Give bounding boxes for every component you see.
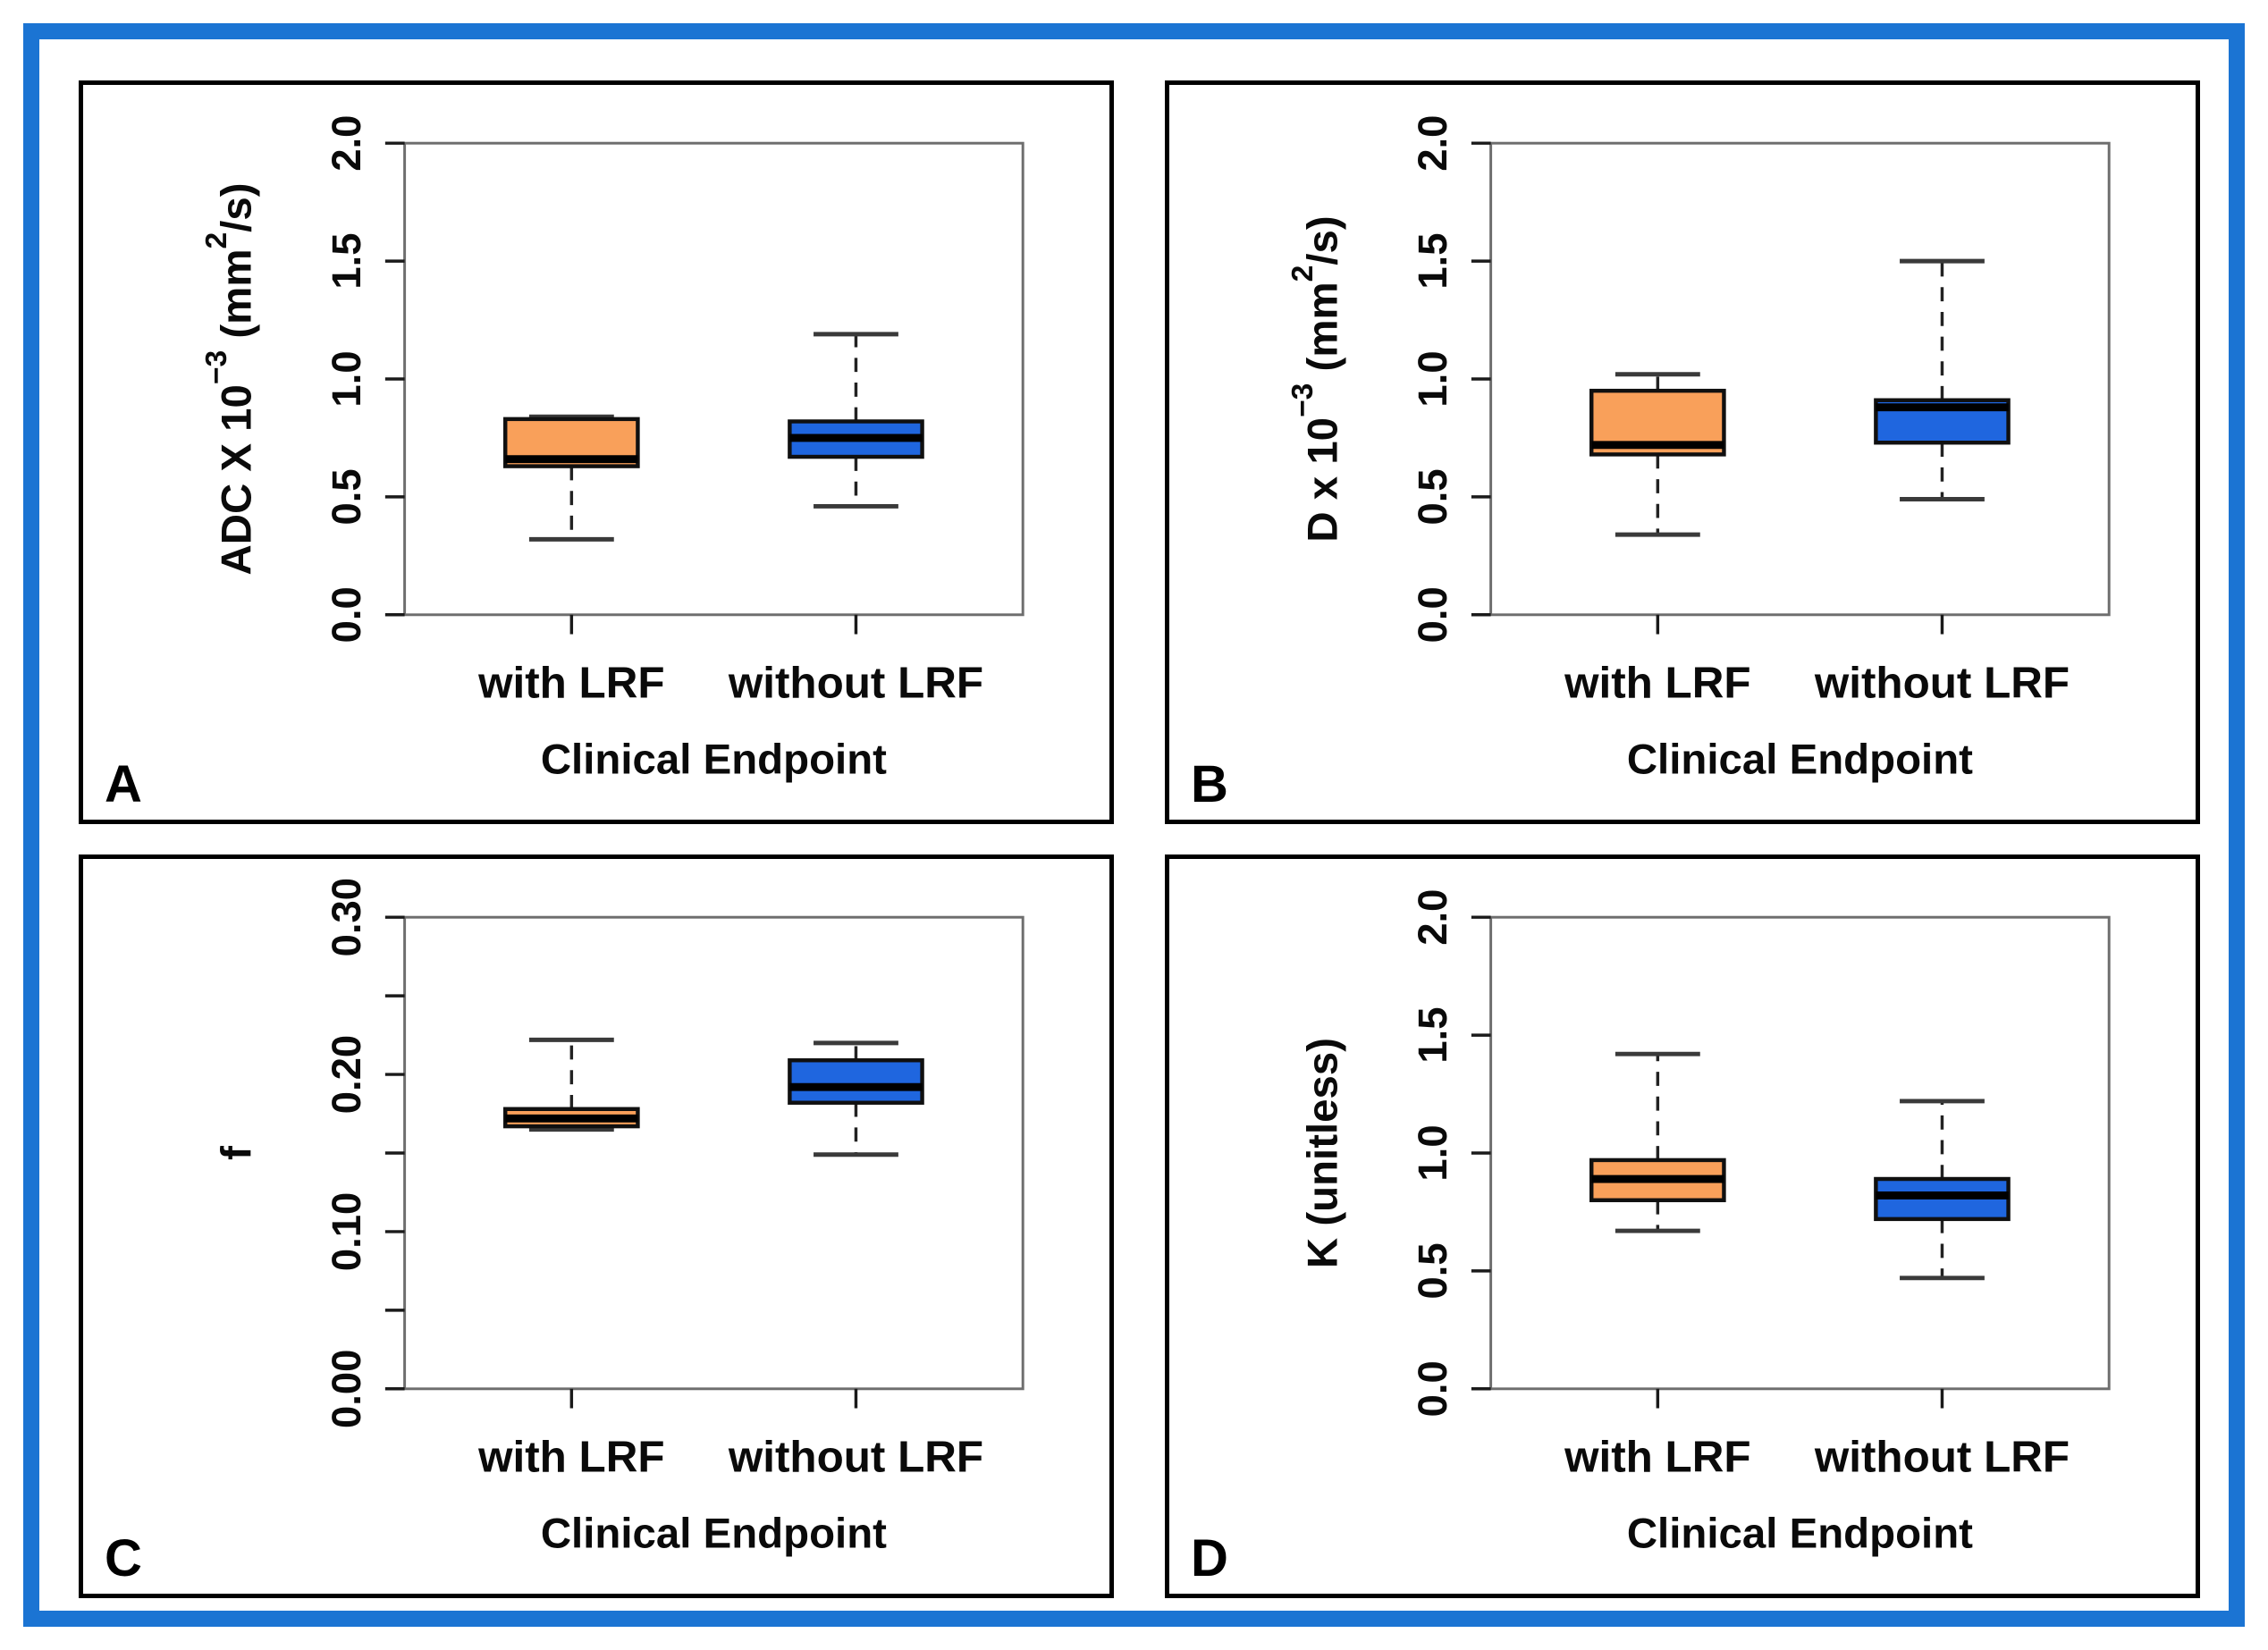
plot-frame: [403, 141, 1024, 617]
y-tick-label: 0.30: [324, 878, 369, 956]
boxplot-chart-a: 0.0 0.5 1.0 1.5 2.0 ADC X 10−3 (mm2/s) with LR…: [200, 115, 1024, 784]
boxplot-with-lrf: [503, 414, 640, 542]
y-tick-label: 1.0: [324, 350, 369, 407]
panel-d: 0.0 0.5 1.0 1.5 2.0 K (unitless) with LRF witho…: [1165, 854, 2200, 1598]
y-tick-label: 1.5: [1410, 1007, 1455, 1064]
y-axis: 0.0 0.5 1.0 1.5 2.0: [1410, 115, 1491, 643]
y-tick-label: 0.5: [1410, 1242, 1455, 1299]
y-axis-title: ADC X 10−3 (mm2/s): [200, 183, 261, 576]
y-axis: 0.0 0.5 1.0 1.5 2.0: [324, 115, 405, 643]
y-tick-label: 0.5: [1410, 468, 1455, 525]
panel-b: 0.0 0.5 1.0 1.5 2.0 D x 10−3 (mm2/s) with LRF w…: [1165, 80, 2200, 824]
y-tick-label: 0.10: [324, 1192, 369, 1271]
boxplot-without-lrf: [788, 332, 924, 509]
y-tick-label: 1.0: [1410, 1124, 1455, 1181]
panel-letter-a: A: [105, 755, 142, 813]
category-label: without LRF: [1814, 659, 2070, 708]
panel-letter-c: C: [105, 1529, 142, 1587]
y-tick-label: 0.0: [1410, 1360, 1455, 1417]
boxplot-chart-d: 0.0 0.5 1.0 1.5 2.0 K (unitless) with LRF witho…: [1300, 889, 2111, 1558]
x-axis-title: Clinical Endpoint: [541, 737, 887, 784]
boxplot-with-lrf: [1589, 1051, 1726, 1233]
y-tick-label: 0.0: [324, 586, 369, 643]
panel-letter-d: D: [1191, 1529, 1228, 1587]
category-label: with LRF: [477, 1433, 664, 1482]
y-tick-label: 0.5: [324, 468, 369, 525]
y-tick-label: 1.5: [1410, 233, 1455, 290]
category-label: without LRF: [728, 659, 983, 708]
x-axis: with LRF without LRF Clinical Endpoint: [1564, 614, 2070, 784]
category-label: with LRF: [1564, 1433, 1750, 1482]
x-axis: with LRF without LRF Clinical Endpoint: [477, 614, 983, 784]
x-axis: with LRF without LRF Clinical Endpoint: [477, 1388, 983, 1558]
x-axis-title: Clinical Endpoint: [1627, 737, 1973, 784]
y-tick-label: 2.0: [324, 115, 369, 172]
y-tick-label: 0.20: [324, 1035, 369, 1114]
x-axis: with LRF without LRF Clinical Endpoint: [1564, 1388, 2070, 1558]
y-tick-label: 0.0: [1410, 586, 1455, 643]
x-axis-title: Clinical Endpoint: [541, 1511, 887, 1558]
panel-letter-b: B: [1191, 755, 1228, 813]
y-axis-title: K (unitless): [1300, 1038, 1347, 1268]
y-axis-title: f: [214, 1146, 261, 1160]
category-label: without LRF: [728, 1433, 983, 1482]
category-label: with LRF: [477, 659, 664, 708]
plot-frame: [403, 915, 1024, 1391]
y-tick-label: 2.0: [1410, 115, 1455, 172]
boxplot-chart-c: 0.00 0.10 0.20 0.30 f with LRF without LRF Clin…: [214, 878, 1024, 1558]
y-axis-title: D x 10−3 (mm2/s): [1286, 215, 1347, 542]
y-tick-label: 0.00: [324, 1350, 369, 1428]
y-axis: 0.00 0.10 0.20 0.30: [324, 878, 405, 1428]
boxplot-without-lrf: [788, 1040, 924, 1158]
category-label: without LRF: [1814, 1433, 2070, 1482]
plot-frame: [1489, 141, 2111, 617]
category-label: with LRF: [1564, 659, 1750, 708]
boxplot-with-lrf: [503, 1037, 640, 1132]
boxplot-without-lrf: [1874, 258, 2011, 502]
boxplot-with-lrf: [1589, 372, 1726, 537]
y-tick-label: 2.0: [1410, 889, 1455, 946]
boxplot-without-lrf: [1874, 1099, 2011, 1281]
y-tick-label: 1.0: [1410, 350, 1455, 407]
y-axis: 0.0 0.5 1.0 1.5 2.0: [1410, 889, 1491, 1417]
boxplot-chart-b: 0.00.51.01.52.0D x 10−3 (mm2/s)with LRF w…: [1286, 115, 2111, 784]
y-tick-label: 1.5: [324, 233, 369, 290]
x-axis-title: Clinical Endpoint: [1627, 1511, 1973, 1558]
iqr-box: [788, 1058, 924, 1105]
plot-frame: [1489, 915, 2111, 1391]
panel-c: 0.00 0.10 0.20 0.30 f with LRF without LRF Clin…: [79, 854, 1114, 1598]
panel-a: 0.0 0.5 1.0 1.5 2.0 ADC X 10−3 (mm2/s) with LR…: [79, 80, 1114, 824]
